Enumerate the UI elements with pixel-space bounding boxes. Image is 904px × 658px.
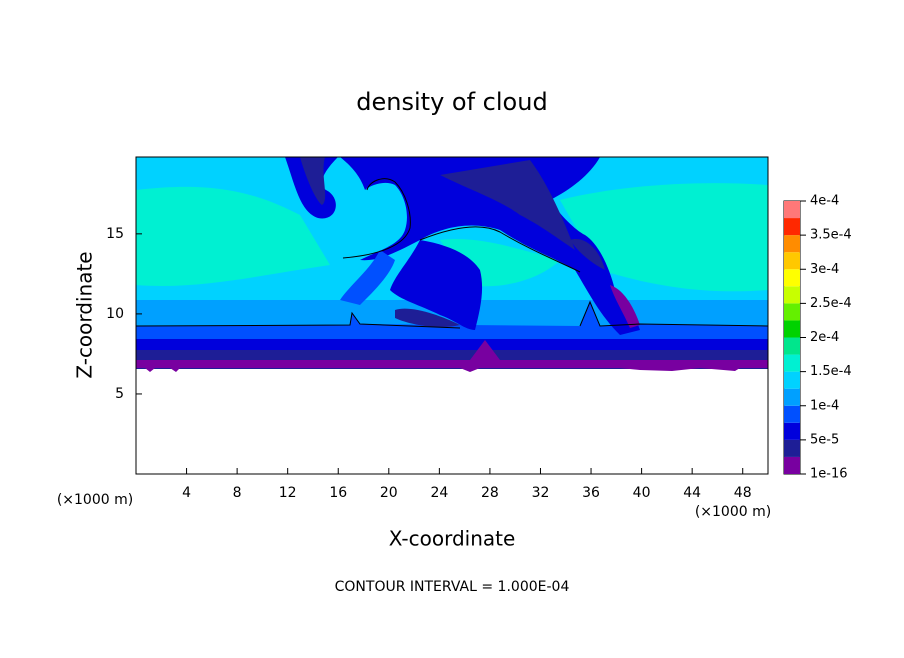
colorbar-tick-label: 1.5e-4 (810, 364, 852, 379)
colorbar-band (784, 371, 800, 389)
colorbar-band (784, 456, 800, 474)
colorbar-band (784, 201, 800, 219)
colorbar-band (784, 303, 800, 321)
colorbar-tick-label: 4e-4 (810, 194, 839, 209)
x-tick-label: 44 (683, 485, 701, 501)
contour-field (136, 157, 768, 474)
y-axis-title: Z-coordinate (73, 251, 97, 378)
colorbar-band (784, 439, 800, 457)
x-unit-left: (×1000 m) (57, 492, 133, 508)
plot-frame (135, 156, 769, 475)
x-tick-label: 20 (380, 485, 398, 501)
x-unit-right: (×1000 m) (695, 504, 771, 520)
x-tick-label: 40 (633, 485, 651, 501)
colorbar-band (784, 235, 800, 253)
colorbar-band (784, 218, 800, 236)
colorbar-band (784, 252, 800, 270)
x-tick-label: 8 (233, 485, 242, 501)
colorbar-band (784, 337, 800, 355)
colorbar-tick-label: 1e-16 (810, 467, 848, 482)
x-tick-label: 24 (430, 485, 448, 501)
footnote: CONTOUR INTERVAL = 1.000E-04 (335, 579, 570, 595)
colorbar-band (784, 320, 800, 338)
colorbar-band (784, 269, 800, 287)
colorbar-tick-label: 3e-4 (810, 262, 839, 277)
x-tick-label: 28 (481, 485, 499, 501)
colorbar-tick-label: 3.5e-4 (810, 228, 852, 243)
x-tick-label: 48 (734, 485, 752, 501)
colorbar-tick-label: 5e-5 (810, 432, 839, 447)
chart-title: density of cloud (356, 88, 547, 116)
x-tick-label: 32 (532, 485, 550, 501)
colorbar-band (784, 354, 800, 372)
y-tick-label: 5 (115, 386, 124, 402)
y-tick-label: 15 (106, 226, 124, 242)
x-tick-label: 36 (582, 485, 600, 501)
colorbar-band (784, 388, 800, 406)
colorbar-tick-label: 2.5e-4 (810, 296, 852, 311)
colorbar-tick-label: 1e-4 (810, 398, 839, 413)
colorbar-band (784, 422, 800, 440)
x-tick-label: 16 (329, 485, 347, 501)
colorbar-tick-label: 2e-4 (810, 330, 839, 345)
colorbar-band (784, 405, 800, 423)
x-tick-label: 12 (279, 485, 297, 501)
x-axis-title: X-coordinate (389, 527, 516, 551)
y-tick-label: 10 (106, 306, 124, 322)
x-tick-label: 4 (182, 485, 191, 501)
colorbar-band (784, 286, 800, 304)
